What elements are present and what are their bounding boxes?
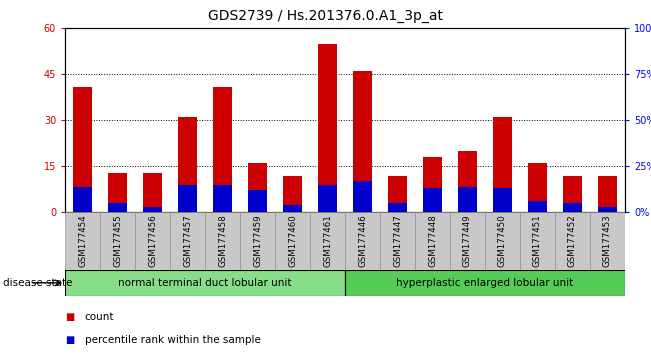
Bar [563,203,582,212]
Bar [555,212,590,271]
Bar [353,181,372,212]
Bar [563,176,582,212]
Text: GSM177453: GSM177453 [603,214,612,267]
Bar [170,212,205,271]
Text: GSM177447: GSM177447 [393,214,402,267]
Bar [590,212,625,271]
Bar [345,212,380,271]
Text: percentile rank within the sample: percentile rank within the sample [85,335,260,345]
Bar [73,87,92,212]
Bar [240,212,275,271]
Bar [143,207,162,212]
Bar [100,212,135,271]
Text: GSM177460: GSM177460 [288,214,297,267]
Text: GSM177451: GSM177451 [533,214,542,267]
Text: GSM177461: GSM177461 [323,214,332,267]
Bar [345,270,625,296]
Bar [318,185,337,212]
Bar [65,270,345,296]
Bar [380,212,415,271]
Text: GDS2739 / Hs.201376.0.A1_3p_at: GDS2739 / Hs.201376.0.A1_3p_at [208,9,443,23]
Bar [598,207,617,212]
Bar [423,157,442,212]
Bar [598,176,617,212]
Bar [310,212,345,271]
Text: GSM177456: GSM177456 [148,214,157,267]
Text: GSM177450: GSM177450 [498,214,507,267]
Bar [213,87,232,212]
Bar [73,187,92,212]
Bar [520,212,555,271]
Text: count: count [85,312,114,322]
Bar [275,212,310,271]
Bar [493,188,512,212]
Bar [485,212,520,271]
Text: ■: ■ [65,335,74,345]
Bar [248,190,267,212]
Bar [108,203,127,212]
Bar [318,44,337,212]
Text: GSM177458: GSM177458 [218,214,227,267]
Bar [353,71,372,212]
Bar [450,212,485,271]
Bar [415,212,450,271]
Text: ■: ■ [65,312,74,322]
Bar [205,212,240,271]
Bar [528,163,547,212]
Bar [65,212,100,271]
Bar [135,212,170,271]
Bar [388,203,407,212]
Text: GSM177452: GSM177452 [568,214,577,267]
Text: GSM177446: GSM177446 [358,214,367,267]
Bar [283,176,302,212]
Text: GSM177454: GSM177454 [78,214,87,267]
Text: hyperplastic enlarged lobular unit: hyperplastic enlarged lobular unit [396,278,574,288]
Bar [178,185,197,212]
Bar [283,205,302,212]
Text: GSM177455: GSM177455 [113,214,122,267]
Text: normal terminal duct lobular unit: normal terminal duct lobular unit [118,278,292,288]
Bar [493,117,512,212]
Bar [423,188,442,212]
Bar [248,163,267,212]
Bar [458,187,477,212]
Text: GSM177457: GSM177457 [183,214,192,267]
Bar [178,117,197,212]
Bar [143,172,162,212]
Text: GSM177459: GSM177459 [253,214,262,267]
Bar [528,201,547,212]
Bar [213,185,232,212]
Text: GSM177449: GSM177449 [463,214,472,267]
Text: GSM177448: GSM177448 [428,214,437,267]
Bar [458,151,477,212]
Text: disease state: disease state [3,278,73,288]
Bar [108,172,127,212]
Bar [388,176,407,212]
